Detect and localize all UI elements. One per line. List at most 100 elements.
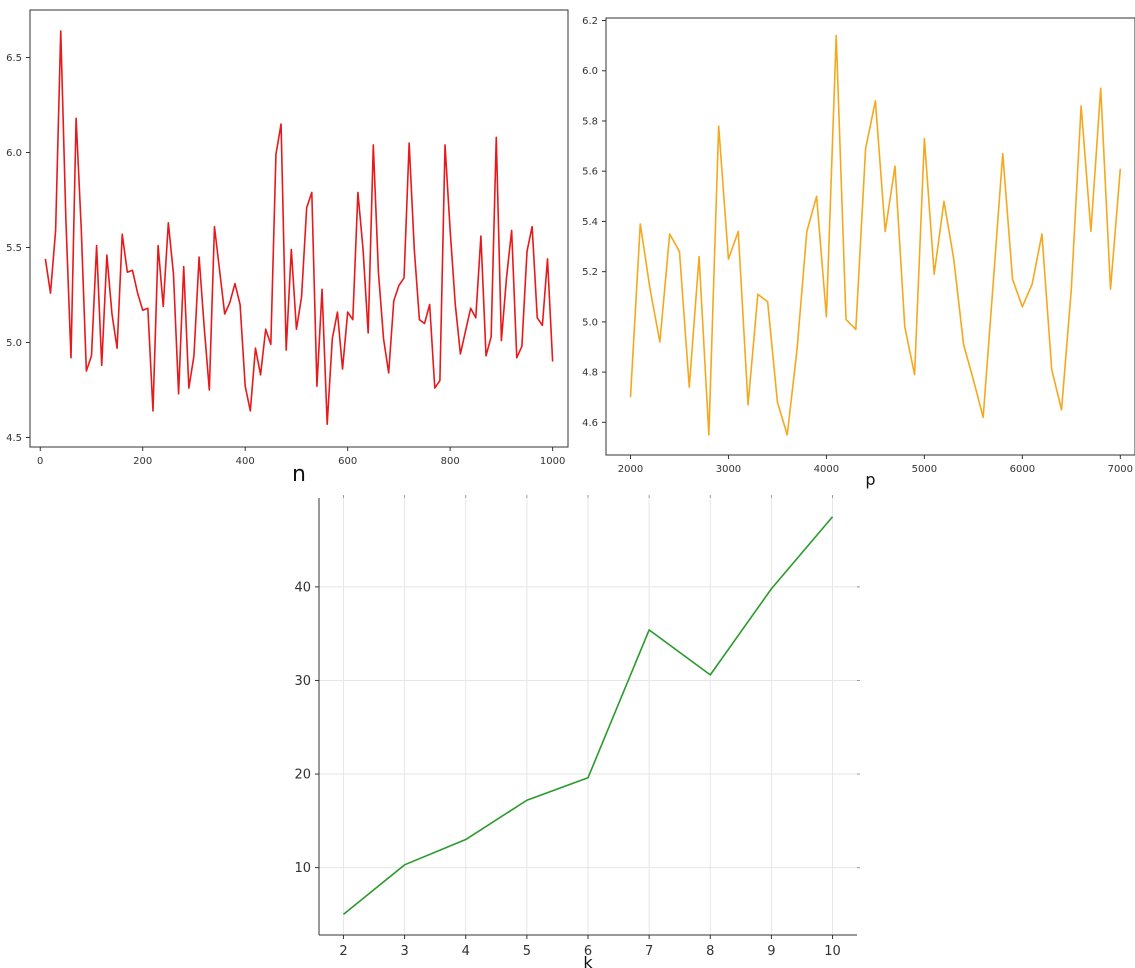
chart-n-point-41: [254, 347, 256, 349]
chart-n-point-17: [131, 269, 133, 271]
chart-n-point-48: [290, 248, 292, 250]
chart-n-point-38: [239, 303, 241, 305]
chart-k: 2 3 4 5 6 7 8 9 10 10 20 30 40 k: [294, 495, 860, 968]
chart-n-point-72: [413, 248, 415, 250]
chart-p-point-28: [904, 326, 906, 328]
chart-n-y-tick-label-1: 5.0: [6, 338, 22, 349]
chart-n-point-7: [80, 227, 82, 229]
chart-k-point-2: [465, 838, 467, 840]
chart-p-point-42: [1041, 233, 1043, 235]
chart-n-point-95: [531, 225, 533, 227]
chart-p-y-tick-label-7: 6.0: [582, 66, 598, 77]
chart-n-point-82: [464, 330, 466, 332]
chart-n-point-76: [434, 387, 436, 389]
chart-n-point-53: [316, 385, 318, 387]
chart-n-point-5: [70, 357, 72, 359]
chart-p-point-0: [629, 396, 631, 398]
chart-p: 2000 3000 4000 5000 6000 7000 4.6 4.8 5.0 5.2 5.4 5…: [582, 16, 1135, 489]
chart-n-point-20: [147, 307, 149, 309]
chart-p-point-33: [953, 258, 955, 260]
chart-k-point-3: [526, 799, 528, 801]
chart-k-y-tick-label-0: 10: [294, 861, 311, 876]
chart-p-point-37: [992, 286, 994, 288]
chart-k-y-tick-label-3: 40: [294, 580, 311, 595]
chart-p-frame: [605, 17, 1135, 456]
chart-p-point-15: [776, 401, 778, 403]
chart-n-point-49: [295, 328, 297, 330]
chart-n-point-8: [85, 370, 87, 372]
chart-n-point-43: [265, 328, 267, 330]
chart-p-point-31: [933, 273, 935, 275]
chart-p-point-49: [1109, 288, 1111, 290]
chart-p-point-7: [698, 255, 700, 257]
chart-p-x-tick-label-3: 5000: [912, 464, 937, 475]
chart-n-point-80: [454, 303, 456, 305]
chart-n-point-18: [136, 292, 138, 294]
chart-n-point-64: [372, 144, 374, 146]
chart-k-point-4: [587, 777, 589, 779]
chart-n-point-13: [111, 313, 113, 315]
chart-p-x-tick-label-0: 2000: [618, 464, 643, 475]
chart-n-point-92: [516, 357, 518, 359]
chart-n-x-tick-label-4: 800: [441, 456, 460, 467]
chart-n-point-71: [408, 142, 410, 144]
chart-n-point-85: [480, 235, 482, 237]
chart-p-point-19: [815, 195, 817, 197]
chart-n-point-25: [172, 273, 174, 275]
chart-n-point-93: [521, 345, 523, 347]
chart-p-point-44: [1060, 409, 1062, 411]
chart-p-point-12: [747, 404, 749, 406]
chart-n-point-37: [234, 282, 236, 284]
chart-p-x-tick-label-5: 7000: [1108, 464, 1133, 475]
chart-n-point-39: [244, 385, 246, 387]
chart-p-point-34: [962, 343, 964, 345]
chart-p-x-tick-label-4: 6000: [1010, 464, 1035, 475]
chart-n-point-22: [157, 244, 159, 246]
chart-n-point-77: [439, 379, 441, 381]
chart-n-point-75: [428, 303, 430, 305]
chart-n-point-87: [490, 336, 492, 338]
chart-n-point-79: [449, 229, 451, 231]
chart-n-x-tick-label-2: 400: [236, 456, 255, 467]
chart-n-point-23: [162, 305, 164, 307]
chart-n-point-67: [387, 372, 389, 374]
chart-n-point-29: [193, 355, 195, 357]
chart-n-point-86: [485, 355, 487, 357]
chart-p-point-41: [1031, 283, 1033, 285]
chart-n-y-tick-label-2: 5.5: [6, 243, 22, 254]
chart-n-point-99: [551, 360, 553, 362]
chart-p-y-tick-label-5: 5.6: [582, 167, 598, 178]
chart-n-point-94: [526, 250, 528, 252]
chart-n-point-6: [75, 117, 77, 119]
chart-n-point-81: [459, 353, 461, 355]
chart-k-x-tick-label-7: 9: [767, 944, 775, 959]
chart-n-point-44: [270, 343, 272, 345]
chart-p-point-16: [786, 434, 788, 436]
chart-k-series-line-0: [342, 516, 834, 916]
chart-n-point-65: [377, 271, 379, 273]
chart-n: 0 200 400 600 800 1000 4.5 5.0 5.5 6.0 6.5 n: [6, 9, 569, 487]
chart-n-point-59: [346, 311, 348, 313]
chart-n-point-74: [423, 322, 425, 324]
chart-p-point-18: [806, 230, 808, 232]
chart-p-point-8: [708, 434, 710, 436]
chart-n-point-51: [305, 206, 307, 208]
chart-k-point-8: [831, 516, 833, 518]
chart-p-point-26: [884, 230, 886, 232]
chart-p-point-27: [894, 165, 896, 167]
chart-n-point-14: [116, 347, 118, 349]
chart-p-x-tick-label-2: 4000: [814, 464, 839, 475]
chart-p-y-tick-label-6: 5.8: [582, 116, 598, 127]
chart-k-point-7: [770, 588, 772, 590]
chart-k-x-axis-label: k: [583, 953, 593, 968]
chart-n-point-84: [475, 317, 477, 319]
chart-n-x-axis-label: n: [292, 462, 306, 487]
chart-n-point-16: [126, 271, 128, 273]
chart-n-point-30: [198, 256, 200, 258]
chart-p-point-22: [845, 318, 847, 320]
chart-n-y-tick-label-3: 6.0: [6, 148, 22, 159]
chart-p-point-50: [1119, 167, 1121, 169]
chart-n-point-36: [229, 301, 231, 303]
chart-p-point-10: [727, 258, 729, 260]
